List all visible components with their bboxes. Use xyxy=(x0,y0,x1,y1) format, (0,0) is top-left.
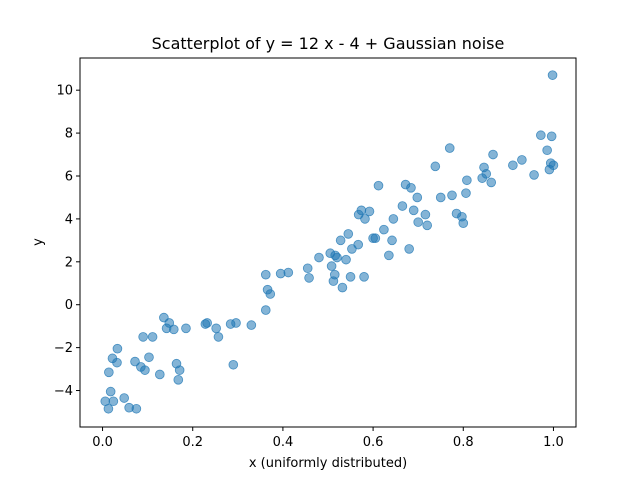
data-point xyxy=(147,332,158,342)
data-point xyxy=(384,250,394,261)
data-point xyxy=(529,170,539,180)
x-axis-label: x (uniformly distributed) xyxy=(249,456,407,471)
data-point xyxy=(202,318,212,328)
x-tick-label: 0.2 xyxy=(182,435,203,450)
x-axis: 0.0 0.2 0.4 0.6 0.8 1.0 xyxy=(92,427,564,450)
data-point xyxy=(462,175,472,186)
data-point xyxy=(548,160,559,171)
data-point xyxy=(329,269,340,280)
data-point xyxy=(420,209,431,220)
data-point xyxy=(406,182,416,193)
y-tick-label: −2 xyxy=(54,341,73,356)
x-tick-label: 0.6 xyxy=(363,435,384,450)
data-point xyxy=(430,161,441,172)
data-point xyxy=(370,233,381,244)
y-tick-label: 10 xyxy=(56,84,73,99)
data-point xyxy=(488,149,498,160)
data-point xyxy=(332,252,342,263)
data-point xyxy=(353,239,364,250)
y-tick-label: −4 xyxy=(54,384,73,399)
data-point xyxy=(326,261,337,271)
data-point xyxy=(413,217,423,227)
data-point xyxy=(360,214,370,224)
data-point xyxy=(461,188,471,198)
y-tick-label: 6 xyxy=(65,169,73,184)
data-point xyxy=(359,272,369,282)
x-tick-label: 0.0 xyxy=(92,435,113,450)
data-point xyxy=(246,320,257,330)
data-point xyxy=(144,352,154,363)
data-point xyxy=(213,332,224,342)
data-point xyxy=(447,190,457,201)
y-tick-label: 4 xyxy=(65,212,73,227)
data-point xyxy=(181,323,191,334)
data-point xyxy=(508,160,518,171)
data-point xyxy=(140,365,150,375)
data-point xyxy=(304,273,314,283)
data-point xyxy=(517,155,527,165)
data-point xyxy=(547,70,558,80)
data-point xyxy=(408,205,419,216)
data-point xyxy=(108,396,119,407)
x-tick-label: 0.4 xyxy=(273,435,294,450)
data-point xyxy=(458,218,469,228)
data-point xyxy=(260,269,271,280)
data-point xyxy=(435,192,446,203)
data-point xyxy=(343,229,354,239)
data-point xyxy=(335,235,346,246)
data-point xyxy=(104,367,114,378)
points-layer xyxy=(100,70,559,414)
data-point xyxy=(422,220,433,231)
x-tick-label: 1.0 xyxy=(543,435,564,450)
data-point xyxy=(356,205,367,216)
data-point xyxy=(397,201,408,211)
data-point xyxy=(341,254,351,265)
x-tick-label: 0.8 xyxy=(453,435,474,450)
data-point xyxy=(112,343,123,354)
data-point xyxy=(302,263,313,274)
data-point xyxy=(231,318,241,328)
data-point xyxy=(174,365,185,375)
data-point xyxy=(444,143,455,153)
data-point xyxy=(112,357,122,368)
y-axis: −4 −2 0 2 4 6 8 10 xyxy=(54,84,80,399)
y-tick-label: 2 xyxy=(65,255,73,270)
data-point xyxy=(481,169,492,179)
data-point xyxy=(131,403,142,414)
data-point xyxy=(379,224,389,235)
data-point xyxy=(387,235,397,246)
data-point xyxy=(260,305,271,315)
data-point xyxy=(486,177,497,188)
y-axis-label: y xyxy=(31,238,46,246)
data-point xyxy=(283,267,294,278)
data-point xyxy=(345,272,356,282)
y-tick-label: 0 xyxy=(65,298,73,313)
data-point xyxy=(404,244,414,254)
data-point xyxy=(103,403,114,414)
data-point xyxy=(155,369,165,380)
data-point xyxy=(364,206,375,217)
data-point xyxy=(314,252,324,263)
data-point xyxy=(105,386,116,397)
data-point xyxy=(542,145,552,156)
data-point xyxy=(412,192,423,203)
data-point xyxy=(228,359,239,370)
data-point xyxy=(373,180,384,191)
data-point xyxy=(130,356,140,367)
data-point xyxy=(536,130,546,141)
chart-title: Scatterplot of y = 12 x - 4 + Gaussian n… xyxy=(152,34,505,53)
data-point xyxy=(546,131,557,142)
data-point xyxy=(211,323,221,334)
data-point xyxy=(164,318,175,328)
data-point xyxy=(168,324,179,335)
data-point xyxy=(265,289,276,299)
data-point xyxy=(337,282,348,293)
data-point xyxy=(388,214,399,224)
data-point xyxy=(138,332,148,342)
y-tick-label: 8 xyxy=(65,127,73,142)
plot-frame xyxy=(79,57,577,428)
data-point xyxy=(173,375,184,385)
data-point xyxy=(119,393,129,403)
